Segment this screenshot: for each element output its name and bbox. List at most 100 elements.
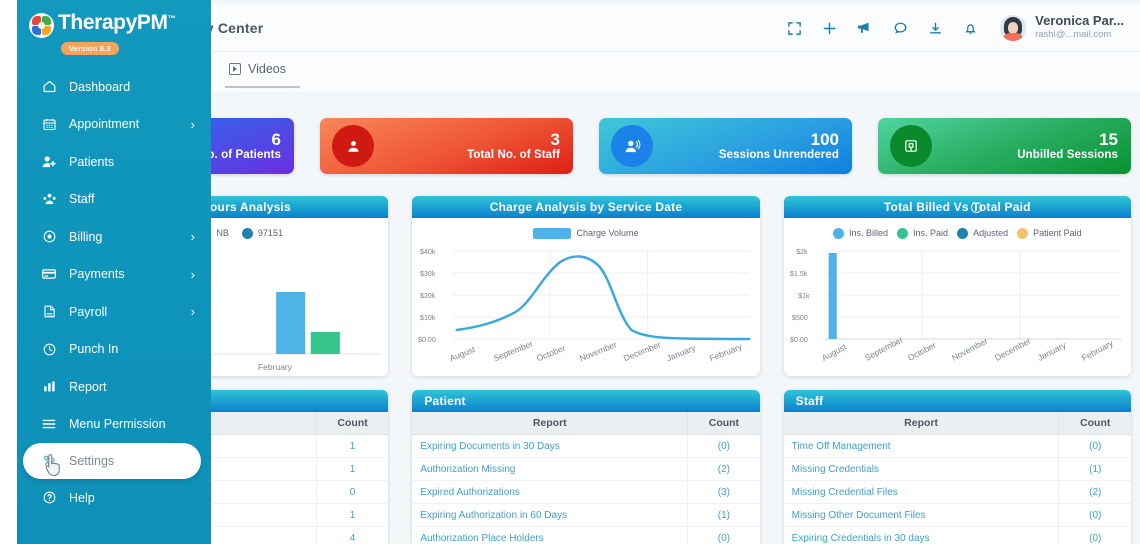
cell-count: (0) (1058, 434, 1131, 458)
user-email: rashi@...mail.com (1035, 29, 1112, 41)
chevron-right-icon: › (190, 116, 195, 132)
svg-text:$10k: $10k (420, 315, 436, 322)
table-row[interactable]: Expiring Documents in 30 Days (0) (412, 434, 760, 458)
sidebar: TherapyPM™ Version 8.3 Dashboard Appoint… (17, 0, 211, 544)
calendar-icon (39, 117, 59, 132)
svg-text:$30k: $30k (420, 271, 436, 278)
legend-item[interactable]: Ins. Billed (833, 227, 888, 239)
cell-count: 1 (315, 434, 389, 458)
kpi-card-unbilled-sessions[interactable]: 15 Unbilled Sessions (878, 118, 1131, 174)
legend-item[interactable]: Charge Volume (533, 227, 639, 239)
sidebar-item-label: Dashboard (69, 79, 131, 94)
legend-item[interactable]: 97151 (241, 227, 283, 239)
user-add-icon (39, 154, 59, 170)
table-row[interactable]: Missing Credential Files (2) (783, 480, 1131, 504)
line-chart-plot: $40k $30k $20k $10k $0.00 (418, 242, 753, 354)
kpi-label: Sessions Unrendered (718, 148, 839, 161)
legend-label: Ins. Paid (913, 228, 949, 238)
cell-count: 1 (315, 503, 389, 527)
sidebar-item-settings[interactable]: Settings (23, 443, 201, 479)
card-title: Total Billed Vs Total Paid (883, 200, 1031, 214)
table-row[interactable]: Time Off Management (0) (783, 434, 1131, 458)
svg-text:$2k: $2k (796, 249, 808, 256)
card-charge-analysis-by-service-date: Charge Analysis by Service Date Charge V… (412, 196, 760, 376)
sidebar-item-patients[interactable]: Patients (17, 143, 211, 181)
sidebar-item-label: Settings (69, 454, 115, 468)
chart-body: Ins. Billed Ins. Paid Adjusted Pati (784, 218, 1131, 376)
question-circle-icon (39, 490, 59, 505)
tab-videos[interactable]: Videos (225, 56, 300, 88)
svg-text:$40k: $40k (420, 249, 436, 256)
cell-report[interactable]: Missing Credentials (783, 457, 1059, 481)
cell-report[interactable]: Missing Other Document Files (783, 503, 1059, 527)
table-header-row: Report Count (412, 412, 760, 435)
chart-legend: Ins. Billed Ins. Paid Adjusted Pati (790, 224, 1125, 242)
table-row[interactable]: Missing Other Document Files (0) (783, 503, 1131, 527)
cell-report[interactable]: Time Off Management (783, 434, 1059, 458)
cell-report[interactable]: Authorization Missing (412, 457, 688, 481)
card-patient-reports: Patient Report Count Expiring Documents … (412, 390, 760, 544)
version-badge: Version 8.3 (61, 42, 119, 55)
sidebar-nav: Dashboard Appointment › Patients Sta (17, 68, 211, 517)
card-total-billed-vs-total-paid: Total Billed Vs Total Paid Ins. Billed I… (783, 196, 1131, 376)
kpi-value: 15 (1099, 130, 1118, 150)
sidebar-item-appointment[interactable]: Appointment › (17, 106, 211, 144)
download-icon[interactable] (928, 21, 943, 36)
sidebar-item-help[interactable]: Help (17, 479, 211, 517)
sidebar-item-label: Punch In (69, 342, 119, 357)
sidebar-item-billing[interactable]: Billing › (17, 218, 211, 256)
chat-icon[interactable] (893, 21, 908, 36)
legend-label: 97151 (257, 228, 283, 238)
tab-label: Videos (248, 62, 286, 76)
sidebar-item-label: Payments (69, 267, 125, 282)
brand-logo[interactable]: TherapyPM™ (17, 0, 211, 38)
bell-icon[interactable] (963, 21, 978, 36)
sidebar-item-label: Payroll (69, 304, 108, 319)
staff-person-icon (332, 125, 374, 167)
table-row[interactable]: Expiring Credentials in 30 days (0) (783, 526, 1131, 544)
cell-report[interactable]: Expiring Authorization in 60 Days (412, 503, 688, 527)
svg-text:$1.5k: $1.5k (790, 271, 808, 278)
legend-item[interactable]: Ins. Paid (897, 227, 949, 239)
sidebar-item-payroll[interactable]: Payroll › (17, 293, 211, 331)
table-row[interactable]: Expired Authorizations (3) (412, 480, 760, 504)
billing-icon (39, 229, 59, 244)
refresh-icon[interactable] (971, 201, 983, 213)
user-menu[interactable]: Veronica Par... rashi@...mail.com (1000, 13, 1124, 41)
card-title-wrap: Total Billed Vs Total Paid (783, 196, 1131, 218)
page-title: py Center (197, 19, 264, 36)
column-report: Report (783, 412, 1059, 435)
sidebar-item-dashboard[interactable]: Dashboard (17, 68, 211, 106)
table-row[interactable]: Authorization Missing (2) (412, 457, 760, 481)
legend-dot-icon (833, 227, 844, 239)
card-title: Charge Analysis by Service Date (412, 196, 760, 218)
sidebar-item-label: Menu Permission (69, 417, 166, 432)
table-row[interactable]: Missing Credentials (1) (783, 457, 1131, 481)
megaphone-icon[interactable] (857, 20, 873, 36)
cell-count: (0) (1058, 503, 1131, 527)
cell-report[interactable]: Expiring Documents in 30 Days (412, 434, 688, 458)
sidebar-item-staff[interactable]: Staff (17, 181, 211, 219)
kpi-card-sessions-unrendered[interactable]: 100 Sessions Unrendered (599, 118, 852, 174)
table-row[interactable]: Expiring Authorization in 60 Days (1) (412, 503, 760, 527)
legend-item[interactable]: Adjusted (957, 227, 1009, 239)
legend-item[interactable]: Patient Paid (1017, 227, 1082, 239)
therapypm-logo-icon (29, 13, 54, 38)
legend-label: Adjusted (973, 228, 1009, 238)
cell-count: (2) (687, 457, 760, 481)
sidebar-item-menu-permission[interactable]: Menu Permission (17, 406, 211, 444)
cell-report[interactable]: Expiring Credentials in 30 days (783, 526, 1059, 544)
fullscreen-icon[interactable] (787, 21, 802, 36)
cell-report[interactable]: Authorization Place Holders (412, 526, 688, 544)
cell-report[interactable]: Expired Authorizations (412, 480, 688, 504)
sidebar-item-payments[interactable]: Payments › (17, 256, 211, 294)
plus-icon[interactable] (822, 21, 837, 36)
table-row[interactable]: Authorization Place Holders (0) (412, 526, 760, 544)
kpi-card-total-staff[interactable]: 3 Total No. of Staff (320, 118, 573, 174)
cell-report[interactable]: Missing Credential Files (783, 480, 1059, 504)
sidebar-item-report[interactable]: Report (17, 368, 211, 406)
settings-nodes-icon (39, 454, 59, 469)
sidebar-item-punch-in[interactable]: Punch In (17, 331, 211, 369)
svg-text:$0.00: $0.00 (790, 337, 808, 344)
